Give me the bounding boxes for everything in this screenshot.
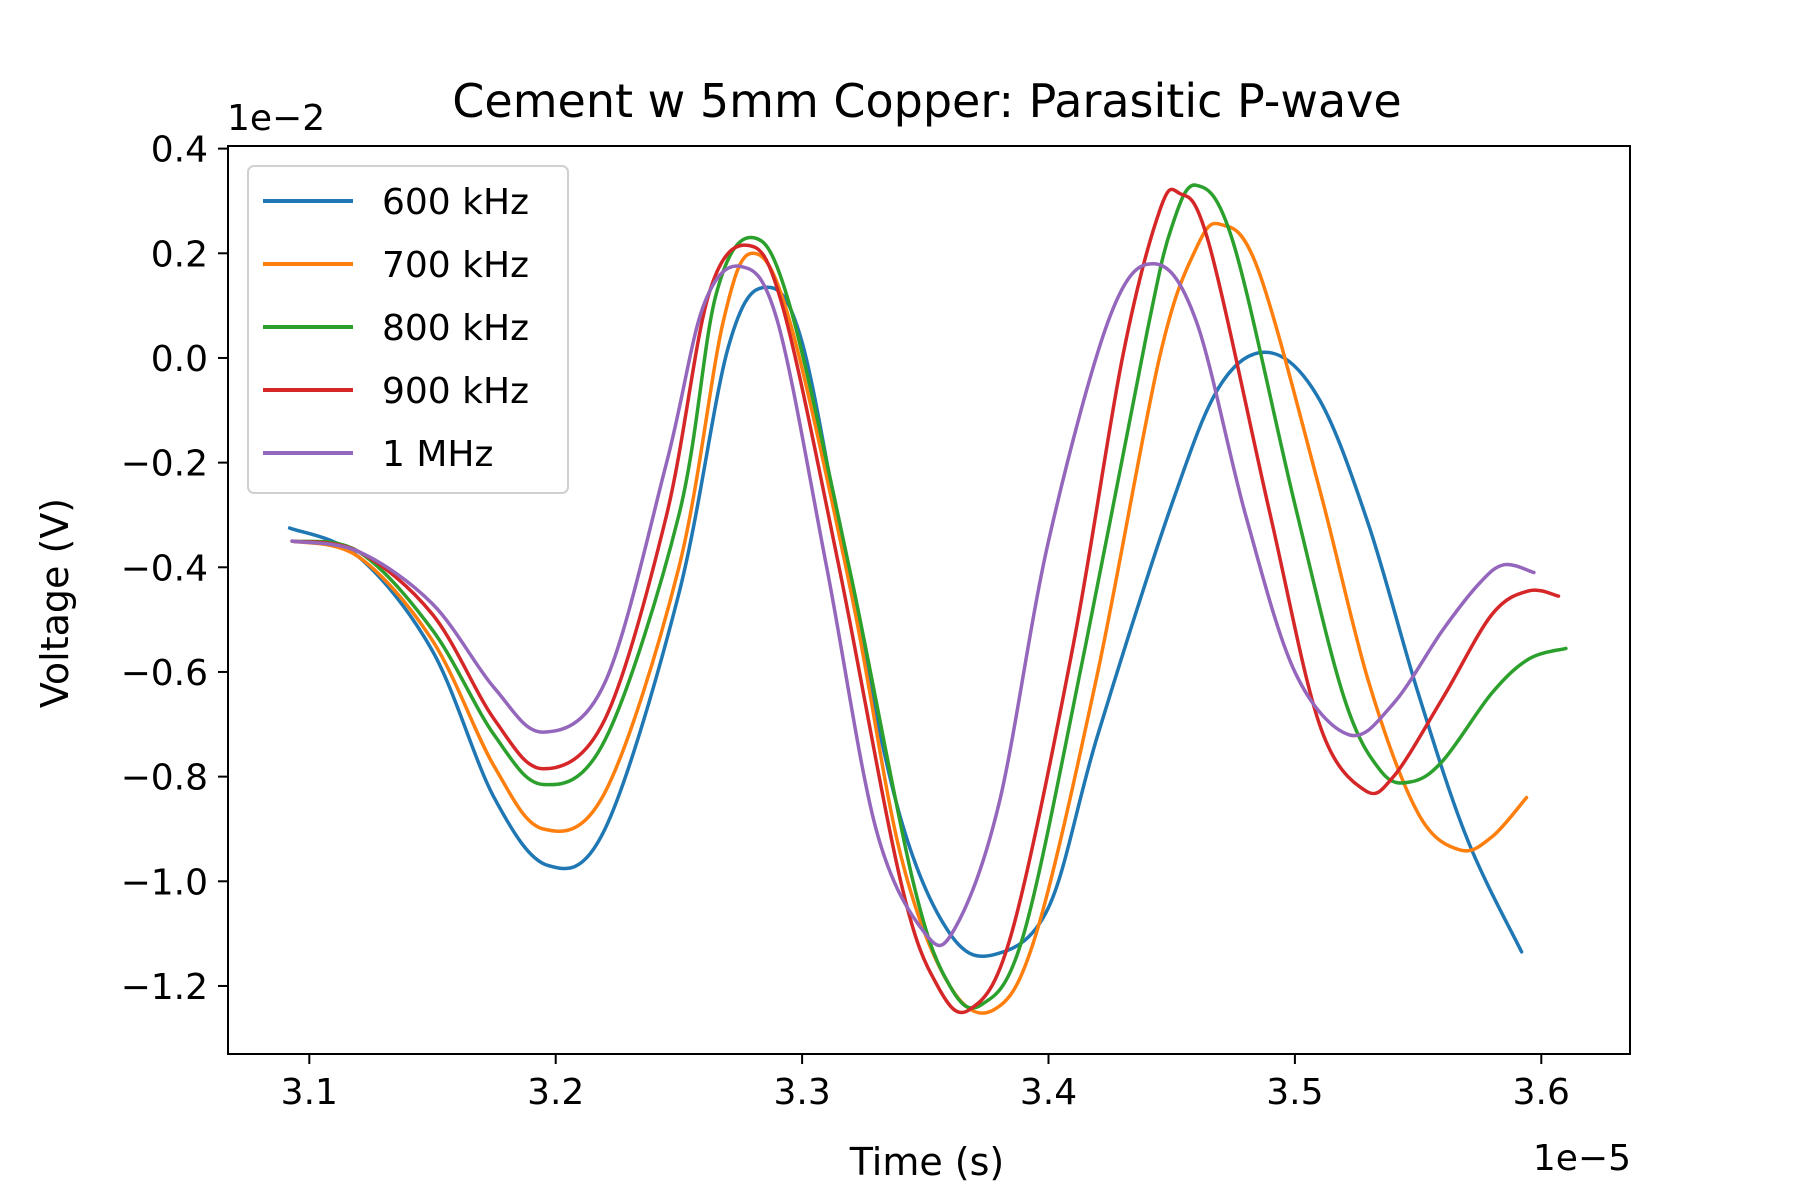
x-tick-label: 3.3 [773, 1072, 830, 1113]
x-tick-label: 3.5 [1266, 1072, 1323, 1113]
y-axis-ticks: 0.4 0.2 0.0 −0.2 −0.4 −0.6 −0.8 −1.0 −1.2 [121, 130, 228, 1008]
legend: 600 kHz 700 kHz 800 kHz 900 kHz 1 MHz [247, 165, 569, 494]
y-tick-label: −0.8 [121, 758, 208, 799]
y-tick-label: 0.4 [151, 130, 208, 171]
series-line-1-mhz [290, 262, 1536, 948]
y-axis-label: Voltage (V) [33, 498, 77, 708]
y-tick-label: −0.2 [121, 444, 208, 485]
legend-label-900-khz: 900 kHz [382, 371, 529, 412]
y-tick-label: 0.2 [151, 234, 208, 275]
legend-box [247, 165, 569, 494]
series-line-600-khz [287, 285, 1524, 959]
y-tick-label: 0.0 [151, 339, 208, 380]
x-tick-label: 3.1 [281, 1072, 338, 1113]
y-tick-label: −0.4 [121, 548, 208, 589]
chart-title: Cement w 5mm Copper: Parasitic P-wave [452, 74, 1401, 128]
y-tick-label: −0.6 [121, 653, 208, 694]
series-line-800-khz [290, 183, 1568, 1010]
x-tick-label: 3.4 [1020, 1072, 1077, 1113]
x-offset-label: 1e−5 [1533, 1138, 1631, 1179]
legend-label-700-khz: 700 kHz [382, 245, 529, 286]
legend-label-800-khz: 800 kHz [382, 308, 529, 349]
x-tick-label: 3.2 [527, 1072, 584, 1113]
y-offset-label: 1e−2 [227, 98, 325, 139]
y-tick-label: −1.0 [121, 862, 208, 903]
y-tick-label: −1.2 [121, 967, 208, 1008]
series-line-900-khz [290, 187, 1561, 1015]
x-axis-ticks: 3.1 3.2 3.3 3.4 3.5 3.6 [281, 1054, 1570, 1113]
plot-frame [227, 145, 1631, 1055]
legend-label-1-mhz: 1 MHz [382, 434, 493, 475]
series-lines [287, 183, 1568, 1015]
x-axis-label: Time (s) [849, 1140, 1005, 1184]
x-tick-label: 3.6 [1513, 1072, 1570, 1113]
legend-label-600-khz: 600 kHz [382, 182, 529, 223]
